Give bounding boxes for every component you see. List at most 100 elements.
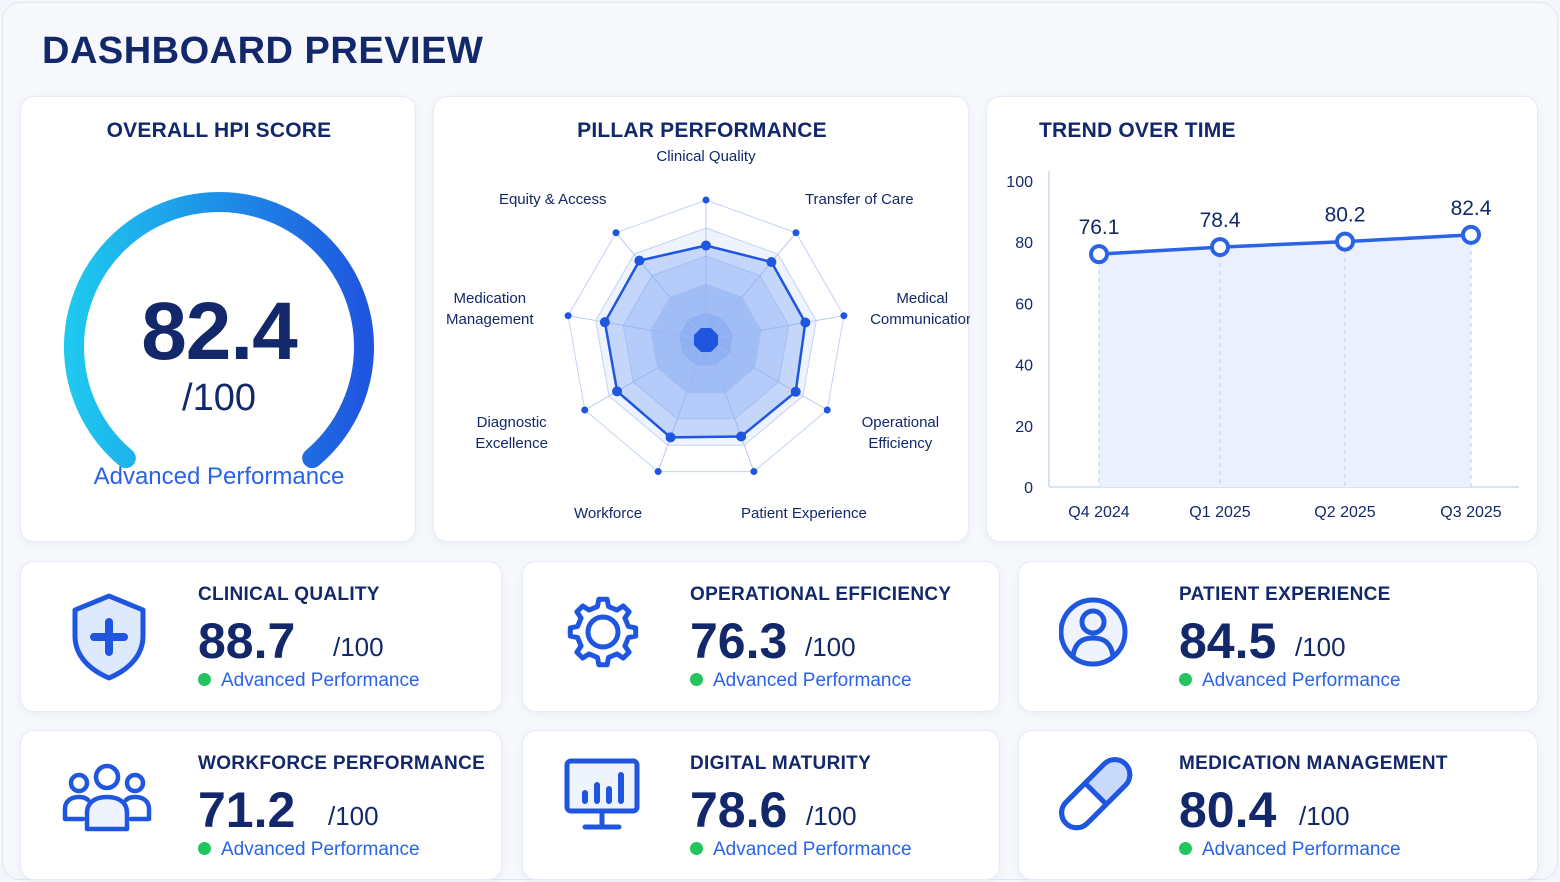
radar-data-point[interactable] (790, 386, 801, 397)
radar-axis-end-dot (840, 312, 848, 320)
radar-data-point[interactable] (612, 386, 623, 397)
trend-card[interactable]: 0 20 40 60 80 100 76.1 78.4 80.2 82.4 Q4 2024 Q1 20… (986, 96, 1538, 542)
radar-axis-end-dot (612, 229, 620, 237)
overall-score-label: Advanced Performance (93, 463, 345, 490)
metric-status-text: Advanced Performance (713, 839, 912, 860)
radar-axis-label: Clinical Quality (656, 148, 756, 165)
radar-spoke (568, 315, 707, 341)
trend-point[interactable] (1210, 237, 1230, 258)
radar-data-point[interactable] (736, 431, 747, 442)
metric-card-medication-management[interactable]: MEDICATION MANAGEMENT 80.4 /100 Advanced… (1018, 730, 1538, 880)
radar-axis-label: Diagnostic Excellence (475, 414, 548, 452)
trend-area (1099, 234, 1471, 487)
y-tick-label: 0 (1024, 480, 1033, 497)
trend-point[interactable] (1089, 244, 1109, 265)
metric-card-workforce-performance[interactable]: WORKFORCE PERFORMANCE 71.2 /100 Advanced… (20, 730, 502, 880)
gauge-arc (64, 192, 374, 469)
status-dot (198, 842, 211, 855)
status-dot (690, 842, 703, 855)
radar-data-point[interactable] (800, 317, 811, 328)
radar-axis-label: Equity & Access (499, 191, 607, 208)
metric-value: 78.6 (690, 782, 788, 838)
metric-max: /100 (328, 801, 379, 831)
metric-status-text: Advanced Performance (1202, 670, 1401, 691)
trend-value-label: 82.4 (1451, 197, 1492, 220)
radar-data-point[interactable] (665, 432, 676, 443)
user-icon (1058, 588, 1155, 684)
y-tick-label: 40 (1015, 358, 1033, 375)
metric-status: Advanced Performance (690, 670, 912, 692)
radar-spoke (657, 339, 707, 472)
metric-status-text: Advanced Performance (713, 670, 912, 691)
metric-card-patient-experience[interactable]: PATIENT EXPERIENCE 84.5 /100 Advanced Pe… (1018, 561, 1538, 712)
metric-value: 88.7 (198, 613, 296, 669)
monitor-chart-icon (563, 757, 659, 853)
radar-spoke (705, 232, 797, 341)
metric-value: 84.5 (1179, 613, 1277, 669)
pillar-radar-chart: Clinical Quality Transfer of Care Medical C… (446, 148, 970, 522)
radar-data-point[interactable] (766, 257, 777, 268)
metric-status: Advanced Performance (1179, 670, 1401, 692)
radar-data-point[interactable] (634, 255, 645, 266)
y-tick-label: 80 (1015, 235, 1033, 252)
radar-spoke (584, 339, 707, 411)
radar-spoke (705, 339, 828, 411)
metric-card-clinical-quality[interactable]: CLINICAL QUALITY 88.7 /100 Advanced Perf… (20, 561, 502, 712)
score-gauge (64, 192, 374, 469)
radar-axis-end-dot (654, 468, 662, 476)
overall-score-title: OVERALL HPI SCORE (106, 119, 332, 142)
trend-line (1098, 233, 1472, 256)
trend-point[interactable] (1335, 231, 1355, 252)
x-tick-label: Q2 2025 (1314, 504, 1375, 521)
radar-axis-end-dot (564, 312, 572, 320)
metric-status: Advanced Performance (690, 839, 912, 861)
metric-name: MEDICATION MANAGEMENT (1179, 753, 1448, 774)
status-dot (198, 673, 211, 686)
metric-card-digital-maturity[interactable]: DIGITAL MATURITY 78.6 /100 Advanced Perf… (522, 730, 1000, 880)
pillar-performance-card[interactable]: Clinical Quality Transfer of Care Medical C… (433, 96, 970, 542)
metric-status: Advanced Performance (198, 839, 420, 861)
radar-axis-label: Medical Communication (870, 290, 970, 328)
overall-score-max: /100 (182, 377, 256, 419)
metric-card-operational-efficiency[interactable]: OPERATIONAL EFFICIENCY 76.3 /100 Advance… (522, 561, 1000, 712)
y-tick-label: 20 (1015, 419, 1033, 436)
radar-axis-label: Workforce (574, 505, 642, 522)
radar-axis-end-dot (750, 468, 758, 476)
trend-value-label: 80.2 (1325, 204, 1366, 227)
trend-value-label: 78.4 (1200, 209, 1241, 232)
radar-spoke (615, 232, 707, 341)
metric-max: /100 (1299, 801, 1350, 831)
metric-status: Advanced Performance (1179, 839, 1401, 861)
overall-score-card[interactable]: OVERALL HPI SCORE 82.4 /100 Advanced Per… (20, 96, 416, 542)
status-dot (1179, 842, 1192, 855)
metric-value: 71.2 (198, 782, 296, 838)
pill-icon (1059, 757, 1155, 853)
trend-point[interactable] (1461, 224, 1481, 245)
radar-data-point[interactable] (701, 240, 711, 251)
pillar-performance-title: PILLAR PERFORMANCE (577, 119, 827, 142)
radar-axis-end-dot (792, 229, 800, 237)
metric-status-text: Advanced Performance (221, 670, 420, 691)
overall-score-value: 82.4 (141, 286, 298, 377)
metric-name: PATIENT EXPERIENCE (1179, 584, 1391, 605)
metric-max: /100 (805, 632, 856, 662)
metric-max: /100 (1295, 632, 1346, 662)
radar-axis-label: Patient Experience (741, 505, 867, 522)
trend-title: TREND OVER TIME (1039, 119, 1236, 142)
x-tick-label: Q4 2024 (1068, 504, 1129, 521)
metric-max: /100 (806, 801, 857, 831)
radar-center (694, 328, 718, 352)
metric-status-text: Advanced Performance (1202, 839, 1401, 860)
y-tick-label: 100 (1006, 174, 1033, 191)
radar-spoke (705, 339, 755, 472)
x-tick-label: Q3 2025 (1440, 504, 1501, 521)
metric-name: CLINICAL QUALITY (198, 584, 380, 605)
trend-line-chart: 0 20 40 60 80 100 76.1 78.4 80.2 82.4 Q4 2024 Q1 20… (1006, 171, 1519, 521)
y-tick-label: 60 (1015, 296, 1033, 313)
users-icon (61, 757, 157, 853)
metric-name: DIGITAL MATURITY (690, 753, 872, 774)
shield-plus-icon (61, 588, 157, 684)
status-dot (1179, 673, 1192, 686)
x-tick-label: Q1 2025 (1189, 504, 1250, 521)
radar-data-point[interactable] (599, 317, 610, 328)
